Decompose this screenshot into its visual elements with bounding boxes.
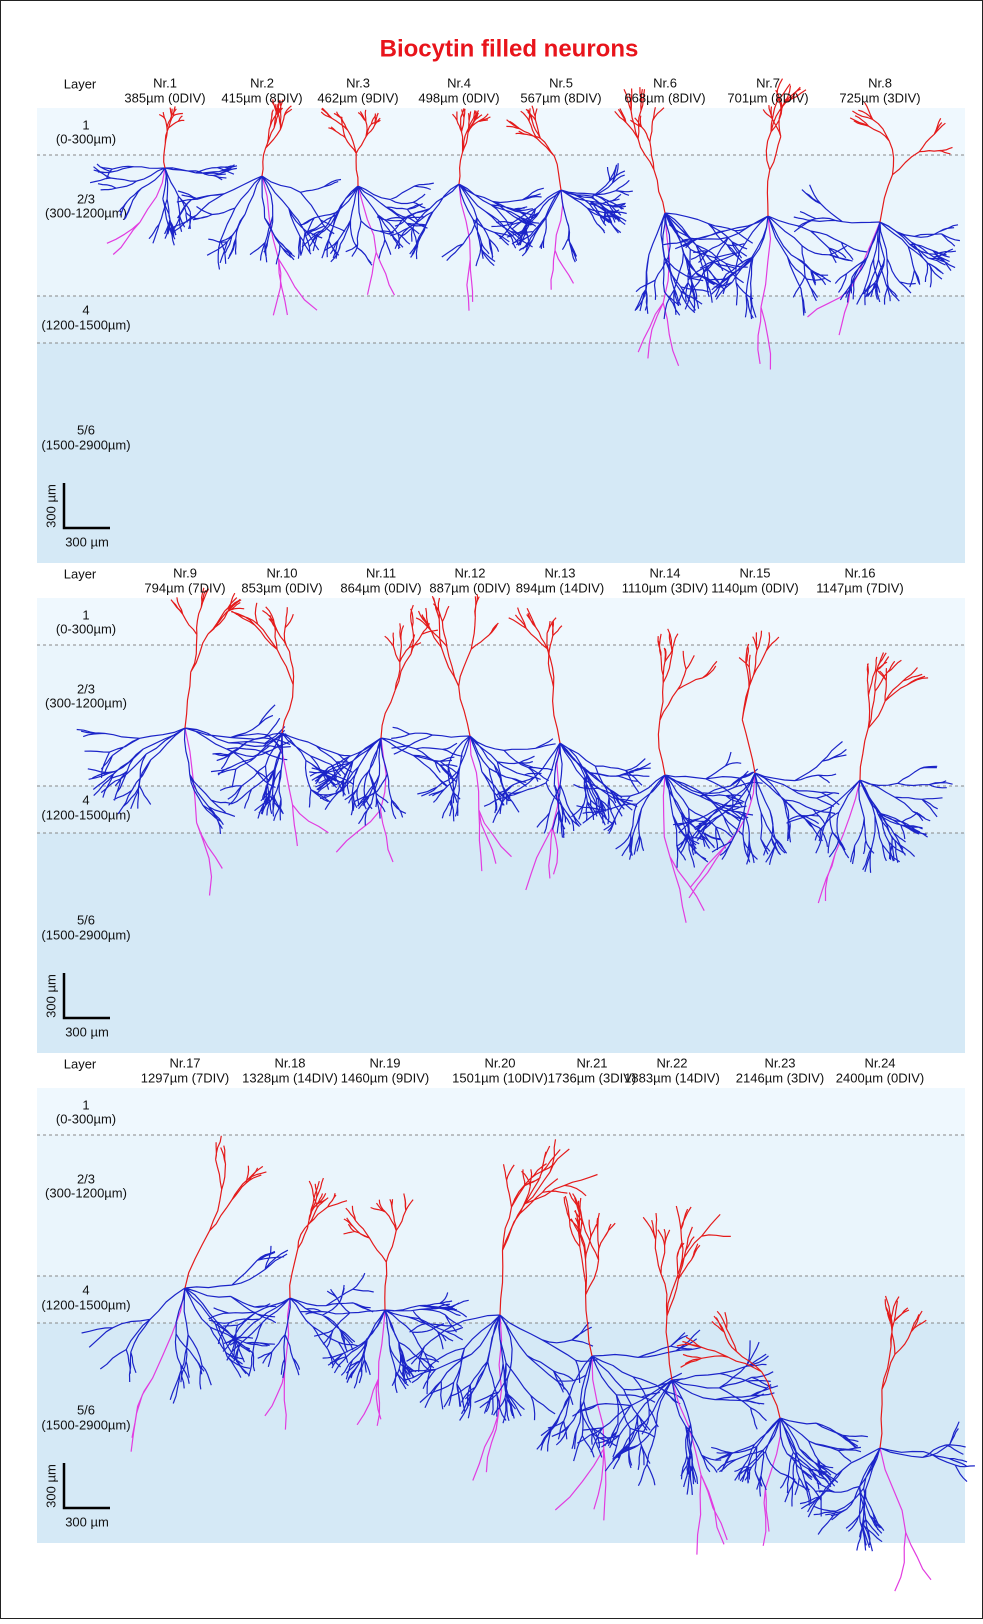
neuron-info: 462µm (9DIV) bbox=[317, 90, 398, 105]
scale-bar-horizontal-label: 300 µm bbox=[65, 1024, 109, 1039]
neuron-info: 894µm (14DIV) bbox=[516, 580, 604, 595]
neuron-name: Nr.5 bbox=[549, 75, 573, 90]
layer-header: Layer bbox=[64, 566, 97, 581]
neuron-info: 415µm (8DIV) bbox=[221, 90, 302, 105]
neuron-name: Nr.15 bbox=[739, 565, 770, 580]
neuron-info: 853µm (0DIV) bbox=[241, 580, 322, 595]
scale-bar-vertical-label: 300 µm bbox=[43, 484, 58, 528]
neuron-name: Nr.17 bbox=[169, 1055, 200, 1070]
neuron-name: Nr.6 bbox=[653, 75, 677, 90]
layer-range: (0-300µm) bbox=[56, 1111, 116, 1126]
neuron-info: 725µm (3DIV) bbox=[839, 90, 920, 105]
layer-band bbox=[37, 1135, 965, 1276]
neuron-info: 701µm (8DIV) bbox=[727, 90, 808, 105]
neuron-info: 385µm (0DIV) bbox=[124, 90, 205, 105]
layer-range: (1200-1500µm) bbox=[41, 807, 130, 822]
neuron-name: Nr.21 bbox=[576, 1055, 607, 1070]
layer-range: (1500-2900µm) bbox=[41, 437, 130, 452]
neuron-name: Nr.14 bbox=[649, 565, 680, 580]
layer-name: 5/6 bbox=[77, 1402, 95, 1417]
layer-name: 4 bbox=[82, 792, 89, 807]
neuron-name: Nr.18 bbox=[274, 1055, 305, 1070]
layer-header: Layer bbox=[64, 76, 97, 91]
scale-bar-vertical-label: 300 µm bbox=[43, 1464, 58, 1508]
neuron-info: 2146µm (3DIV) bbox=[736, 1070, 824, 1085]
neuron-info: 887µm (0DIV) bbox=[429, 580, 510, 595]
neuron-name: Nr.19 bbox=[369, 1055, 400, 1070]
neuron-info: 1328µm (14DIV) bbox=[242, 1070, 338, 1085]
neuron-name: Nr.24 bbox=[864, 1055, 895, 1070]
neuron-info: 1147µm (7DIV) bbox=[816, 580, 903, 595]
neuron-name: Nr.3 bbox=[346, 75, 370, 90]
layer-range: (1200-1500µm) bbox=[41, 1297, 130, 1312]
neuron-name: Nr.20 bbox=[484, 1055, 515, 1070]
layer-range: (0-300µm) bbox=[56, 621, 116, 636]
layer-name: 5/6 bbox=[77, 912, 95, 927]
layer-header: Layer bbox=[64, 1056, 97, 1071]
neuron-info: 1883µm (14DIV) bbox=[624, 1070, 720, 1085]
neuron-name: Nr.13 bbox=[544, 565, 575, 580]
neuron-info: 2400µm (0DIV) bbox=[836, 1070, 924, 1085]
figure: Biocytin filled neurons Layer1(0-300µm)2… bbox=[0, 0, 983, 1619]
neuron-name: Nr.8 bbox=[868, 75, 892, 90]
layer-band bbox=[37, 343, 965, 563]
neuron-name: Nr.2 bbox=[250, 75, 274, 90]
neuron-info: 794µm (7DIV) bbox=[144, 580, 225, 595]
layer-band bbox=[37, 1088, 965, 1135]
scale-bar-horizontal-label: 300 µm bbox=[65, 534, 109, 549]
layer-name: 2/3 bbox=[77, 191, 95, 206]
neuron-name: Nr.11 bbox=[366, 565, 396, 580]
scale-bar-vertical-label: 300 µm bbox=[43, 974, 58, 1018]
neuron-name: Nr.9 bbox=[173, 565, 197, 580]
neuron-name: Nr.10 bbox=[266, 565, 297, 580]
layer-name: 4 bbox=[82, 1282, 89, 1297]
scale-bar-horizontal-label: 300 µm bbox=[65, 1514, 109, 1529]
layer-name: 1 bbox=[82, 1097, 89, 1112]
layer-name: 1 bbox=[82, 607, 89, 622]
neuron-name: Nr.4 bbox=[447, 75, 471, 90]
neuron-info: 864µm (0DIV) bbox=[340, 580, 421, 595]
layer-range: (300-1200µm) bbox=[45, 695, 127, 710]
neuron-info: 1736µm (3DIV) bbox=[548, 1070, 636, 1085]
layer-range: (1500-2900µm) bbox=[41, 1417, 130, 1432]
figure-title: Biocytin filled neurons bbox=[380, 35, 639, 62]
layer-band bbox=[37, 833, 965, 1053]
layer-range: (1500-2900µm) bbox=[41, 927, 130, 942]
neuron-info: 1140µm (0DIV) bbox=[711, 580, 798, 595]
layer-range: (300-1200µm) bbox=[45, 205, 127, 220]
neuron-info: 1110µm (3DIV) bbox=[622, 580, 708, 595]
neuron-info: 668µm (8DIV) bbox=[624, 90, 705, 105]
layer-name: 4 bbox=[82, 302, 89, 317]
neuron-name: Nr.22 bbox=[656, 1055, 687, 1070]
neuron-info: 1501µm (10DIV) bbox=[452, 1070, 548, 1085]
neuron-name: Nr.16 bbox=[844, 565, 875, 580]
neuron-name: Nr.1 bbox=[153, 75, 177, 90]
neuron-info: 1460µm (9DIV) bbox=[341, 1070, 429, 1085]
neuron-info: 567µm (8DIV) bbox=[520, 90, 601, 105]
layer-band bbox=[37, 296, 965, 343]
layer-name: 1 bbox=[82, 117, 89, 132]
layer-range: (300-1200µm) bbox=[45, 1185, 127, 1200]
layer-name: 2/3 bbox=[77, 681, 95, 696]
neuron-name: Nr.23 bbox=[764, 1055, 795, 1070]
layer-name: 5/6 bbox=[77, 422, 95, 437]
layer-range: (1200-1500µm) bbox=[41, 317, 130, 332]
layer-range: (0-300µm) bbox=[56, 131, 116, 146]
layer-name: 2/3 bbox=[77, 1171, 95, 1186]
neuron-info: 1297µm (7DIV) bbox=[141, 1070, 229, 1085]
neuron-info: 498µm (0DIV) bbox=[418, 90, 499, 105]
neuron-name: Nr.12 bbox=[454, 565, 485, 580]
neuron-name: Nr.7 bbox=[756, 75, 780, 90]
